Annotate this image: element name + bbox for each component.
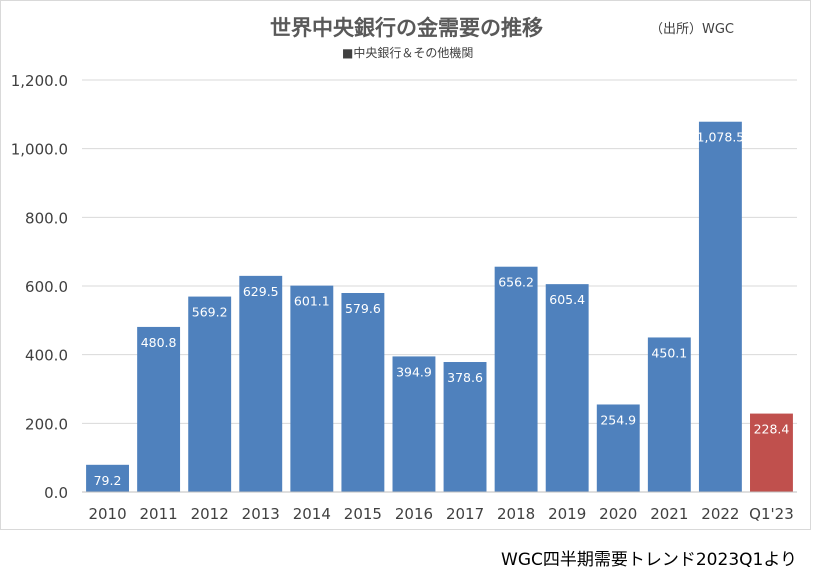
data-label: 480.8 [141,335,177,350]
bar-Q1'23 [750,413,793,492]
y-tick-label: 1,000.0 [11,141,68,159]
bar-2017 [443,362,487,492]
x-tick-label: 2015 [344,505,382,523]
data-label: 629.5 [243,284,279,299]
x-tick-label: 2016 [395,505,433,523]
x-tick-label: 2017 [446,505,484,523]
bar-2015 [341,293,385,492]
data-label: 579.6 [345,301,381,316]
bar-2020 [596,404,640,492]
bar-2021 [647,337,691,492]
x-tick-label: 2020 [599,505,637,523]
bar-2013 [239,275,283,492]
bar-2016 [392,356,436,492]
data-label: 378.6 [447,370,483,385]
legend-label: ■中央銀行＆その他機関 [342,46,474,60]
data-label: 394.9 [396,364,432,379]
legend: ■中央銀行＆その他機関 [342,44,473,61]
data-label: 605.4 [549,292,585,307]
y-tick-label: 1,200.0 [11,72,68,90]
y-tick-label: 600.0 [25,278,68,296]
bar-2012 [188,296,232,492]
data-label: 601.1 [294,294,330,309]
y-tick-label: 200.0 [25,415,68,433]
bar-2011 [137,326,181,492]
x-tick-label: 2013 [242,505,280,523]
data-label: 569.2 [192,305,228,320]
y-tick-label: 400.0 [25,347,68,365]
footer-note: WGC四半期需要トレンド2023Q1より [501,550,797,570]
x-tick-label: 2022 [701,505,739,523]
data-label: 254.9 [600,412,636,427]
bar-2022 [698,121,742,492]
source-note: （出所）WGC [650,22,735,37]
bar-2018 [494,266,538,492]
x-tick-label: 2021 [650,505,688,523]
data-label: 79.2 [94,473,122,488]
bar-2014 [290,285,334,492]
x-tick-label: 2019 [548,505,586,523]
x-tick-label: 2014 [293,505,331,523]
data-label: 1,078.5 [697,130,745,145]
x-tick-label: 2012 [191,505,229,523]
x-tick-label: 2011 [140,505,178,523]
y-tick-label: 800.0 [25,209,68,227]
bar-2010 [86,464,129,492]
x-tick-label: 2010 [88,505,126,523]
data-label: 450.1 [651,345,687,360]
bar-chart: 0.0 200.0 400.0 600.0 800.0 1,000.0 1,200.0 79.… [11,72,797,523]
data-label: 656.2 [498,275,534,290]
chart-title: 世界中央銀行の金需要の推移 [270,16,543,40]
data-label: 228.4 [754,422,790,437]
x-tick-label: Q1'23 [749,505,794,523]
y-tick-label: 0.0 [44,484,68,502]
bar-2019 [545,284,589,492]
x-tick-label: 2018 [497,505,535,523]
